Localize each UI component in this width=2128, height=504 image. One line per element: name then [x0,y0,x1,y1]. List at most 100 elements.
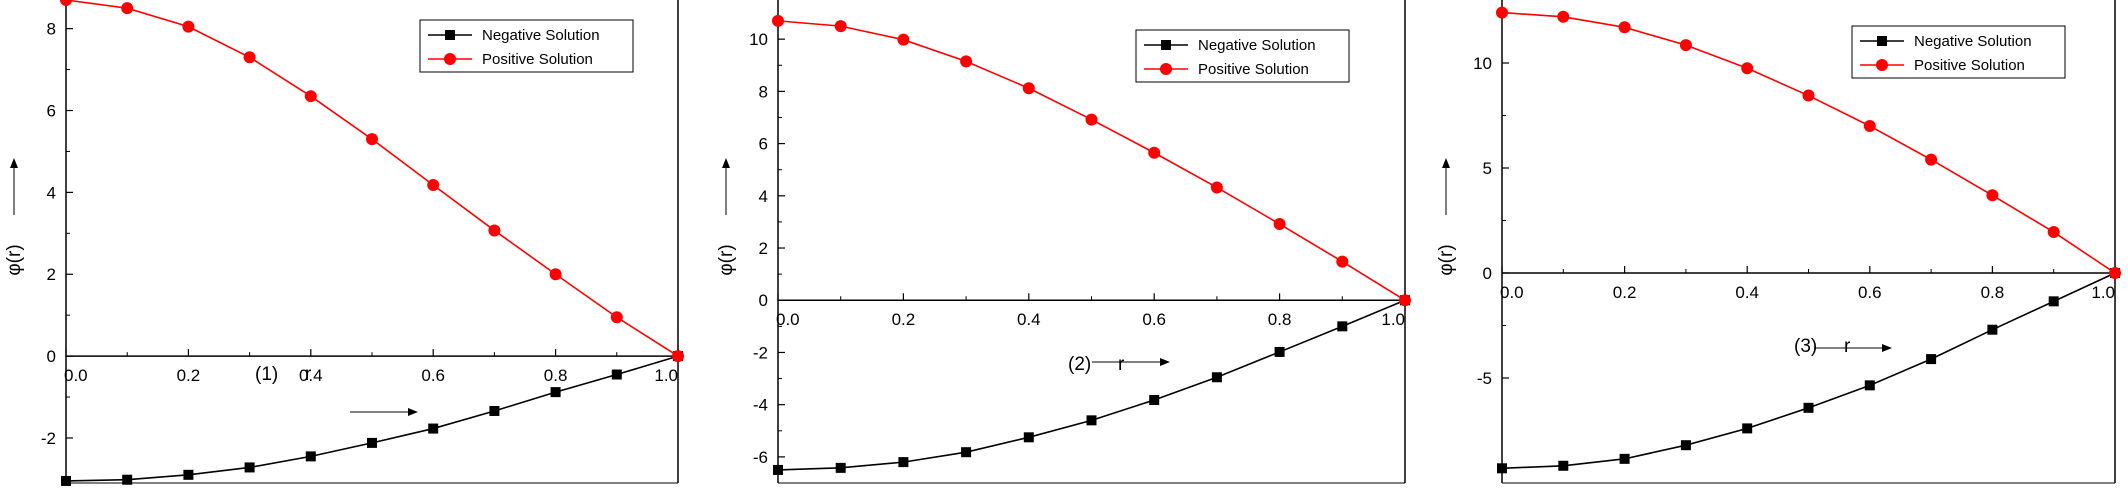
panel-3-x-tick-label: 0.2 [1613,283,1637,302]
panel-1-y-tick-label: 2 [47,265,56,284]
panel-1-x-tick-label: 0.8 [544,366,568,385]
panel-3-negative-series-point [1497,463,1507,474]
panel-1-x-tick-label: 0.0 [64,366,88,385]
panel-3-y-tick-label: 10 [1473,54,1492,73]
panel-1-negative-series-point [611,369,622,380]
panel-3-negative-series-point [1864,380,1875,391]
panel-3-positive-series-point [1863,120,1876,132]
panel-3-panel-label: (3) [1794,336,1817,357]
panel-3-positive-series-point [1802,89,1815,102]
panel-3-negative-series-point [1926,354,1937,365]
panel-2-x-axis-arrowhead [1160,358,1170,366]
panel-1-positive-series-point [427,179,440,192]
panel-3-positive-series-point [1557,10,1570,23]
panel-3-x-tick-label: 0.6 [1858,283,1882,302]
panel-1-negative-series-point [550,387,561,398]
panel-2-negative-series-point [1023,432,1034,443]
panel-1-negative-series-point [305,451,316,462]
panel-2-negative-series-point [1086,415,1097,426]
panel-2-y-tick-label: 4 [759,187,768,206]
panel-2-legend-positive-label: Positive Solution [1198,61,1309,78]
panel-3-negative-series-point [1803,402,1814,413]
panel-1-legend-box [419,19,634,73]
panel-2-positive-series-point [1399,294,1411,307]
panel-1-positive-series-point [366,133,378,146]
panel-2-positive-series-point [772,14,784,27]
panel-3-y-tick-label: 5 [1483,159,1492,178]
panel-1-legend-negative-marker [445,30,455,40]
panel-1-panel-label: (1) [255,364,278,385]
panel-2-y-tick-label: 0 [759,291,768,310]
panel-3-x-tick-label: 1.0 [2091,283,2115,302]
panel-2-legend-negative-marker [1161,40,1171,50]
panel-2-x-tick-label: 0.2 [892,310,916,329]
panel-3-positive-series-point [2047,226,2060,239]
panel-2-negative-series-line [777,299,1406,471]
panel-3-positive-series-point [1986,189,1999,202]
panel-1-positive-series-point [243,51,256,64]
panel-1-legend-positive-marker [444,53,456,65]
panel-3-negative-series-point [2048,296,2059,307]
panel-2-negative-series-point [898,457,909,468]
panel-3-positive-series-point [1679,39,1692,52]
panel-1-legend-negative-label: Negative Solution [482,27,600,44]
panel-3-legend-negative-label: Negative Solution [1914,33,2032,50]
panel-2-x-tick-label: 1.0 [1381,310,1405,329]
panel-2-x-tick-label: 0.0 [776,310,800,329]
panel-2-y-tick-label: 2 [759,239,768,258]
panel-1-negative-series-point [61,475,71,486]
panel-3-positive-series-point [1741,62,1754,75]
panel-1-x-axis-label: r [305,364,312,385]
panel-2-y-tick-label: 8 [759,82,768,101]
panel-1-negative-series-point [183,469,194,480]
panel-3-negative-series-point [1987,324,1998,335]
panel-2-negative-series-point [961,447,972,458]
panel-1-positive-series-point [304,90,317,103]
panel-3-negative-series-line [1501,272,2116,470]
panel-1-positive-series-point [610,311,623,324]
panel-1-y-axis-label: φ(r) [4,244,25,275]
panel-2-y-axis-label: φ(r) [716,244,737,275]
panel-1-negative-series-point [367,437,377,448]
panel-1-x-tick-label: 0.2 [177,366,201,385]
panel-1-negative-series-point [244,462,255,473]
panel-2-y-tick-label: -2 [753,343,768,362]
panel-3-legend-positive-label: Positive Solution [1914,57,2025,74]
panel-2-positive-series-point [1085,113,1098,126]
panel-1-legend-positive-label: Positive Solution [482,51,593,68]
panel-2-negative-series-point [1274,346,1285,357]
panel-3-positive-series-point [1925,153,1938,166]
panel-3-y-axis-label: φ(r) [1436,244,1457,275]
panel-2-negative-series-point [1337,321,1348,332]
panel-1-positive-series-point [121,2,134,15]
panel-2-positive-series-point [1210,181,1223,194]
panel-3-y-tick-label: -5 [1477,369,1492,388]
panel-2-panel-label: (2) [1068,354,1091,375]
panel-1-positive-series-point [488,224,501,237]
panel-3-negative-series-point [1558,460,1569,471]
panel-2-y-tick-label: -4 [753,396,768,415]
panel-2-x-tick-label: 0.4 [1017,310,1041,329]
panel-2-legend-box [1135,29,1350,83]
panel-1-y-tick-label: 4 [47,183,56,202]
panel-1-x-tick-label: 0.4 [299,366,323,385]
panel-2-negative-series-point [773,464,783,475]
panel-3-y-tick-label: 0 [1483,264,1492,283]
panel-3-x-tick-label: 0.0 [1500,283,1524,302]
panel-2-positive-series-point [1273,218,1286,231]
panel-2-positive-series-point [1022,82,1035,95]
panel-1-y-tick-label: 6 [47,102,56,121]
panel-3-legend-box [1851,25,2066,79]
panel-3-negative-series-point [1619,453,1630,464]
panel-1-negative-series-point [489,405,500,416]
panel-1-negative-series-point [122,474,133,485]
panel-3-negative-series-point [1742,423,1753,434]
panel-3-legend-negative-marker [1877,36,1887,46]
panel-1-positive-series-point [182,20,195,33]
panel-3-x-tick-label: 0.4 [1735,283,1759,302]
panel-1-x-tick-label: 1.0 [654,366,678,385]
panel-2-chart: -6 -4 -2 0 2 4 6 8 10 0.0 0.2 0.4 0.6 0.8 1.0 φ(r) (2) r N… [716,0,1411,484]
panel-1-y-tick-label: -2 [41,429,56,448]
panel-3-positive-series-point [1618,21,1631,34]
panel-2-y-tick-label: 6 [759,135,768,154]
